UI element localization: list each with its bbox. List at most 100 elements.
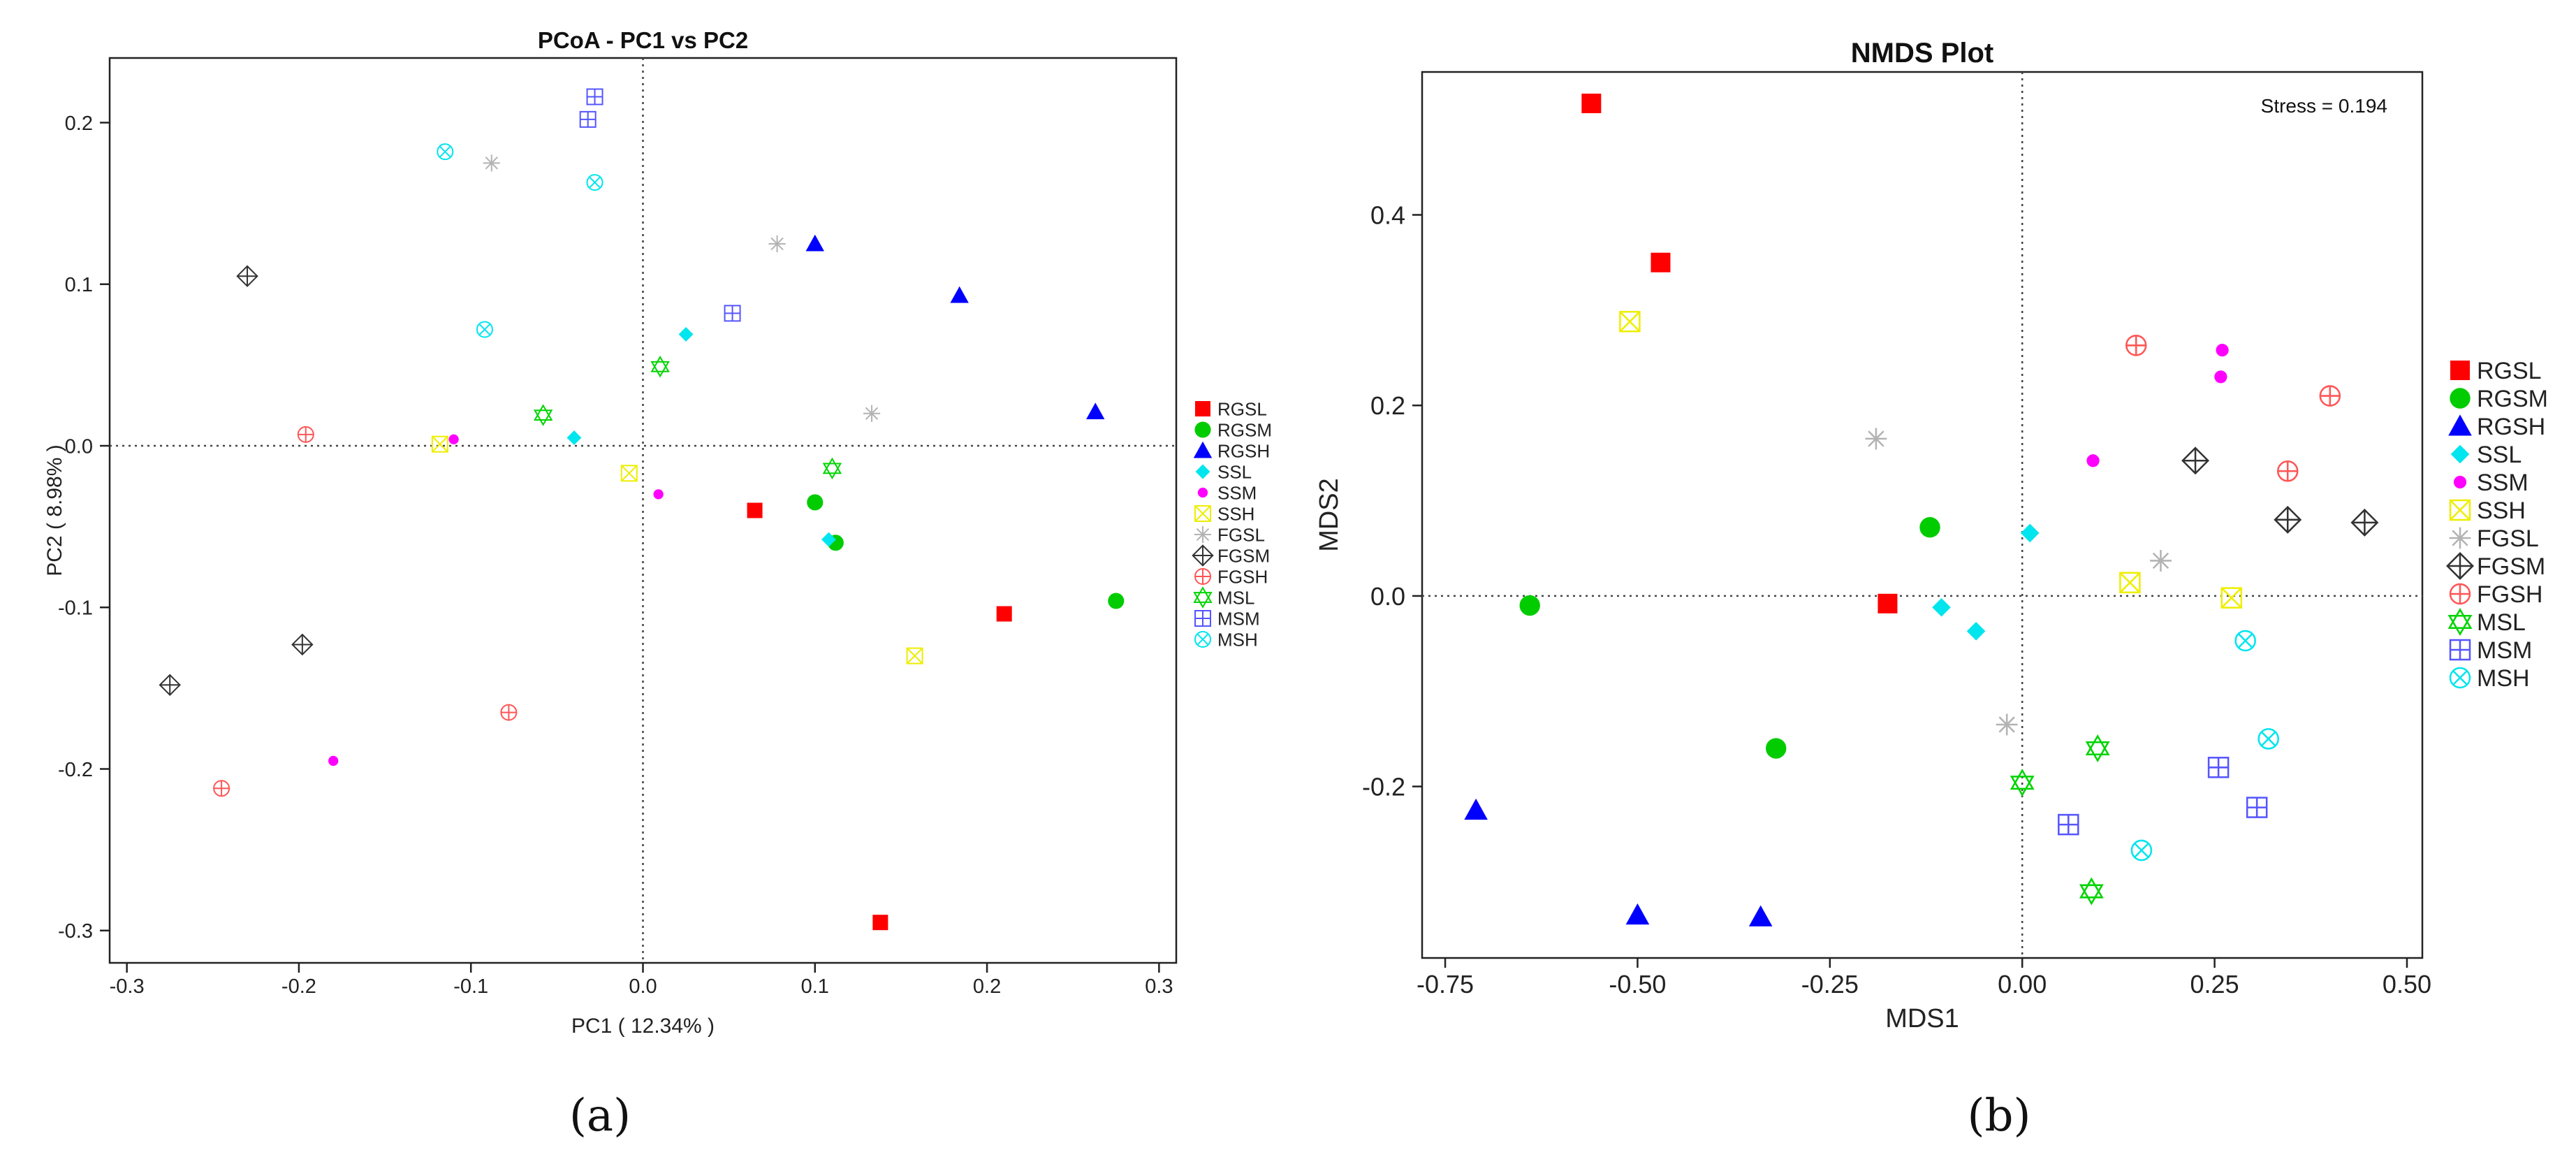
point-rgsh [805,234,824,252]
point-msl [2085,734,2110,763]
point-msl [533,404,553,426]
point-msh [586,174,603,191]
legend-label-msh: MSH [2477,665,2530,692]
legend-label-ssl: SSL [2477,442,2522,468]
x-tick-label: 0.1 [801,975,829,998]
point-ssh [431,435,448,453]
point-rgsl [1651,252,1671,273]
legend-label-ssm: SSM [1217,482,1257,503]
point-msh [2130,839,2153,862]
point-ssh [1619,310,1641,333]
chart-title: NMDS Plot [1851,38,1993,68]
y-tick-label: -0.2 [1362,773,1405,801]
point-rgsh [950,286,969,303]
point-fgsl [2150,550,2172,572]
point-fgsl [863,405,881,422]
point-fgsh [500,704,518,721]
x-tick-label: 0.25 [2190,970,2239,998]
legend-marker-msh [1194,631,1211,648]
legend-label-ssh: SSH [1217,503,1254,524]
point-msh [437,143,454,161]
point-ssm [448,434,459,444]
point-fgsh [2276,460,2299,482]
legend-label-fgsh: FGSH [2477,581,2542,608]
plot-frame [1421,71,2424,959]
point-ssl [1932,597,1951,617]
legend-marker-msm [1194,610,1211,627]
legend-label-rgsh: RGSH [1217,440,1270,461]
y-axis-label: MDS2 [1315,478,1344,552]
point-rgsm [1519,595,1540,616]
legend-label-rgsm: RGSM [1217,419,1272,440]
x-tick-label: 0.3 [1145,975,1173,998]
nmds-chart: NMDS Plot -0.75 -0.50 -0.25 0.00 0.25 0.50 -0.2… [1315,38,2548,1033]
point-ssm [653,489,664,500]
point-rgsh [1625,903,1650,925]
point-fgsl [1865,428,1887,450]
point-msm [2246,797,2268,818]
point-msl [2079,877,2104,906]
legend-marker-fgsm [1192,544,1214,567]
point-fgsh [2125,335,2147,356]
point-msh [2234,630,2256,652]
legend-label-rgsl: RGSL [2477,358,2542,384]
legend-marker-ssm [2453,475,2467,489]
y-tick-label: 0.2 [1370,391,1405,420]
point-msl [2010,769,2035,797]
y-tick-label: 0.0 [1370,582,1405,611]
legend-label-msm: MSM [1217,608,1260,629]
point-rgsh [1464,798,1488,820]
point-fgsm [159,674,181,696]
x-tick-label: 0.2 [973,975,1001,998]
legend-marker-rgsh [2448,414,2472,436]
point-fgsl [768,235,786,253]
point-msm [579,110,597,128]
point-rgsm [807,494,824,511]
point-rgsm [1919,517,1940,538]
y-tick-label: 0.2 [65,112,93,135]
point-msm [2058,813,2079,836]
legend-marker-rgsl [2450,361,2470,380]
point-ssh [906,647,923,664]
legend-marker-fgsm [2446,552,2474,580]
point-ssh [2220,587,2243,609]
x-tick-label: 0.00 [1998,970,2047,998]
x-axis-label: MDS1 [1885,1004,1959,1033]
x-tick-label: -0.3 [110,975,145,998]
legend-marker-rgsh [1193,441,1213,458]
legend-label-fgsl: FGSL [1217,524,1265,545]
point-ssm [2216,344,2229,357]
point-ssl [678,326,694,342]
legend-marker-ssh [1194,505,1211,522]
legend-label-fgsm: FGSM [2477,553,2545,580]
y-tick-label: -0.2 [58,759,93,781]
legend-marker-msm [2449,639,2471,661]
legend-marker-rgsm [1194,421,1211,438]
y-tick-label: -0.1 [58,597,93,620]
legend-marker-ssl [1195,464,1210,479]
x-tick-label: -0.25 [1801,970,1859,998]
point-rgsh [1748,905,1773,927]
point-fgsm [2181,446,2210,475]
point-msm [724,305,741,322]
point-ssl [2020,523,2040,543]
legend-label-rgsl: RGSL [1217,398,1267,419]
legend-marker-ssm [1197,487,1208,498]
point-fgsh [2319,385,2341,407]
point-fgsh [297,426,314,443]
point-ssl [821,532,836,547]
point-msm [2207,757,2230,778]
legend-label-msl: MSL [2477,609,2526,636]
legend-marker-rgsm [2450,388,2471,409]
legend-marker-ssl [2450,444,2470,464]
point-rgsh [1086,402,1105,419]
point-rgsl [1878,593,1898,613]
legend-label-fgsm: FGSM [1217,545,1270,566]
legend-marker-msl [2447,607,2473,637]
x-tick-label: -0.1 [453,975,488,998]
legend-marker-msh [2449,667,2471,689]
point-fgsm [236,265,258,287]
point-msh [2257,728,2279,750]
x-tick-label: -0.2 [281,975,316,998]
